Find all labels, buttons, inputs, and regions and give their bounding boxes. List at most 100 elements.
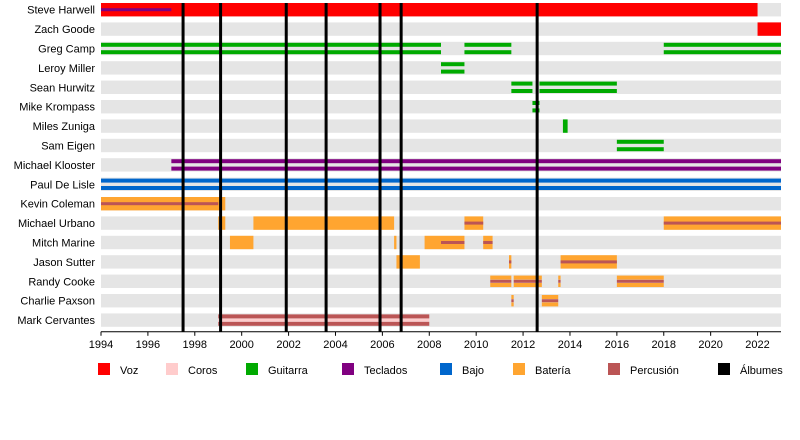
legend-swatch [246, 363, 258, 375]
member-bar [558, 283, 561, 287]
member-bar [490, 275, 512, 280]
member-bar [511, 81, 533, 86]
row-background [101, 119, 781, 133]
secondary-role-line [490, 279, 512, 283]
member-bar [464, 42, 512, 47]
row-background [101, 197, 781, 211]
row-background [101, 255, 781, 269]
member-name: Jason Sutter [33, 257, 95, 269]
x-tick-label: 2006 [370, 339, 394, 351]
member-bar [562, 119, 568, 133]
album-line [535, 3, 539, 332]
member-bar [464, 50, 512, 55]
secondary-role-line [513, 279, 542, 283]
member-bar [541, 302, 559, 307]
member-bar [171, 166, 781, 171]
legend-label: Voz [120, 365, 138, 377]
member-bar [616, 283, 664, 287]
member-bar [558, 275, 561, 280]
legend-label: Guitarra [268, 365, 309, 377]
secondary-role-line [509, 260, 512, 264]
legend-swatch [166, 363, 178, 375]
secondary-role-line [483, 241, 493, 244]
member-bar [229, 235, 254, 250]
member-bar [101, 186, 781, 190]
member-bar [171, 159, 781, 164]
member-bar [539, 89, 617, 93]
x-tick-label: 2002 [276, 339, 300, 351]
secondary-role-line [441, 241, 465, 244]
legend-label: Batería [535, 365, 571, 377]
member-name: Kevin Coleman [20, 199, 95, 211]
x-tick-label: 1994 [89, 339, 113, 351]
x-tick-label: 2004 [323, 339, 347, 351]
secondary-role-line [541, 299, 559, 303]
x-tick-label: 2018 [652, 339, 676, 351]
row-background [101, 294, 781, 308]
x-axis: 1994 1996 1998 2000 2002 2004 2006 2008 2010 2012… [89, 331, 781, 351]
legend-swatch [98, 363, 110, 375]
member-bar [511, 295, 514, 299]
row-background [101, 61, 781, 75]
member-bar [511, 89, 533, 93]
album-line [181, 3, 185, 332]
secondary-role-line [616, 279, 664, 283]
member-bar [757, 22, 781, 36]
legend-label: Bajo [462, 365, 484, 377]
legend-swatch [513, 363, 525, 375]
row-background [101, 100, 781, 114]
secondary-role-line [558, 279, 561, 283]
row-background [101, 22, 781, 36]
secondary-role-line [218, 318, 430, 322]
member-bar [101, 3, 758, 17]
album-line [378, 3, 382, 332]
secondary-role-line [101, 202, 219, 206]
x-tick-label: 2022 [745, 339, 769, 351]
member-bar [490, 283, 512, 287]
member-bar [513, 283, 542, 287]
x-tick-label: 2012 [511, 339, 535, 351]
secondary-role-line [511, 299, 514, 303]
secondary-role-line [560, 260, 617, 264]
legend-swatch [342, 363, 354, 375]
legend: Voz Coros Guitarra Teclados Bajo Batería Percu… [98, 363, 783, 377]
x-tick-label: 1998 [183, 339, 207, 351]
member-name: Mike Krompass [19, 102, 95, 114]
member-name: Michael Klooster [14, 160, 96, 172]
member-name: Randy Cooke [28, 276, 95, 288]
album-lines [181, 3, 539, 332]
member-name: Mitch Marine [32, 238, 95, 250]
member-name: Sean Hurwitz [30, 82, 95, 94]
x-tick-label: 2020 [698, 339, 722, 351]
legend-label: Coros [188, 365, 218, 377]
x-tick-label: 2010 [464, 339, 488, 351]
x-tick-label: 2000 [229, 339, 253, 351]
secondary-role-line [101, 8, 172, 12]
secondary-role-line [663, 221, 781, 225]
member-bar [101, 42, 441, 47]
member-bars [101, 3, 781, 326]
member-bar [101, 50, 441, 55]
member-name: Mark Cervantes [17, 315, 95, 327]
member-bar [513, 275, 542, 280]
member-name: Steve Harwell [27, 5, 95, 17]
member-name: Leroy Miller [38, 63, 95, 75]
album-line [324, 3, 328, 332]
member-bar [663, 42, 781, 47]
member-bar [616, 275, 664, 280]
album-line [219, 3, 223, 332]
row-background [101, 80, 781, 94]
member-bar [541, 295, 559, 299]
legend-label: Teclados [364, 365, 408, 377]
row-background [101, 274, 781, 288]
member-name: Zach Goode [34, 24, 95, 36]
member-bar [441, 69, 465, 74]
member-name: Michael Urbano [18, 218, 95, 230]
legend-swatch [608, 363, 620, 375]
legend-label: Percusión [630, 365, 679, 377]
album-line [284, 3, 288, 332]
member-name: Charlie Paxson [20, 296, 95, 308]
album-line [399, 3, 403, 332]
member-bar [663, 50, 781, 55]
member-name: Paul De Lisle [30, 179, 95, 191]
